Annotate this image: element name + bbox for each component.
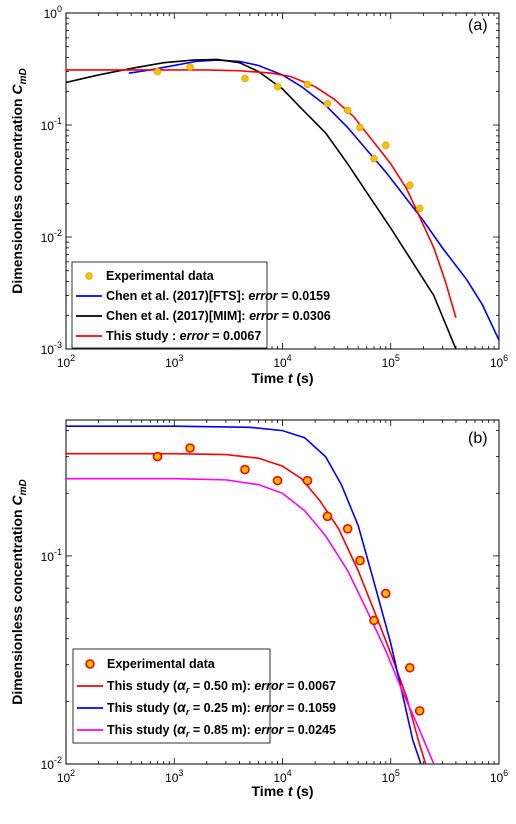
panel-a-chart: 102 103 104 105 106 10-3 10-2 10-1 100 Time t (s)…: [9, 4, 508, 386]
panel-b-chart: 102 103 104 105 106 10-2 10-1 Time t (s) Dimensi…: [9, 419, 508, 799]
y-tick-label: 100: [44, 4, 62, 21]
legend-box: [72, 648, 271, 744]
series-line-3: [66, 69, 457, 319]
legend-label: Experimental data: [107, 657, 216, 671]
data-point: [370, 155, 378, 163]
y-axis-label: Dimensionless concentration CmD: [9, 68, 29, 293]
data-point: [343, 106, 352, 115]
x-tick-label: 106: [490, 353, 508, 370]
x-tick-label: 105: [382, 768, 400, 785]
legend-label: Experimental data: [106, 269, 215, 283]
panel-label: (a): [468, 17, 488, 34]
data-point: [415, 204, 424, 213]
x-tick-label: 104: [273, 768, 291, 785]
y-tick-label: 10-1: [41, 116, 62, 133]
data-point: [185, 443, 195, 453]
x-axis-label: Time t (s): [252, 370, 314, 386]
data-point: [414, 706, 425, 716]
data-point: [152, 451, 163, 462]
data-point: [405, 662, 415, 673]
data-point: [322, 511, 333, 522]
data-point: [186, 63, 194, 71]
data-point: [273, 82, 282, 91]
x-tick-label: 103: [165, 353, 183, 370]
data-point: [356, 123, 364, 132]
legend-label: This study (αr = 0.50 m): error = 0.0067: [107, 677, 336, 695]
data-point: [355, 555, 365, 566]
y-tick-label: 10-2: [41, 228, 62, 245]
data-point: [406, 181, 414, 189]
legend-label: This study (αr = 0.85 m): error = 0.0245: [107, 721, 336, 739]
series-line-2: [66, 58, 457, 349]
x-tick-label: 105: [382, 353, 400, 370]
x-tick-label: 102: [57, 353, 75, 370]
legend-label: Chen et al. (2017)[FTS]: error = 0.0159: [106, 289, 330, 303]
y-tick-label: 10-3: [41, 340, 62, 357]
y-tick-label: 10-2: [41, 755, 62, 772]
legend: Experimental data This study (αr = 0.50 m…: [72, 648, 336, 744]
data-point: [342, 524, 353, 534]
data-point: [241, 74, 249, 83]
y-axis-label: Dimensionless concentration CmD: [9, 479, 29, 704]
panel-label: (b): [468, 430, 488, 447]
legend-marker: [85, 659, 95, 669]
data-point: [153, 67, 162, 76]
data-point: [369, 615, 379, 626]
data-point: [303, 80, 312, 89]
legend-label: This study (αr = 0.25 m): error = 0.1059: [107, 699, 336, 717]
legend-label: Chen et al. (2017)[MIM]: error = 0.0306: [106, 309, 331, 323]
legend-label: This study : error = 0.0067: [106, 329, 261, 343]
y-tick-label: 10-1: [41, 547, 62, 564]
x-axis-label: Time t (s): [252, 783, 314, 799]
data-point: [380, 588, 391, 599]
x-tick-label: 103: [165, 768, 183, 785]
series-line-2: [66, 425, 422, 764]
data-point: [240, 464, 250, 475]
data-point: [302, 475, 313, 486]
legend-marker: [85, 272, 93, 280]
data-point: [272, 475, 283, 486]
data-point: [323, 99, 332, 108]
legend-box: [71, 261, 268, 349]
legend: Experimental data Chen et al. (2017)[FTS]…: [71, 261, 331, 349]
x-tick-label: 102: [57, 768, 75, 785]
data-point: [382, 141, 390, 149]
x-tick-label: 106: [490, 768, 508, 785]
series-line-3: [66, 477, 435, 764]
x-tick-label: 104: [273, 353, 291, 370]
